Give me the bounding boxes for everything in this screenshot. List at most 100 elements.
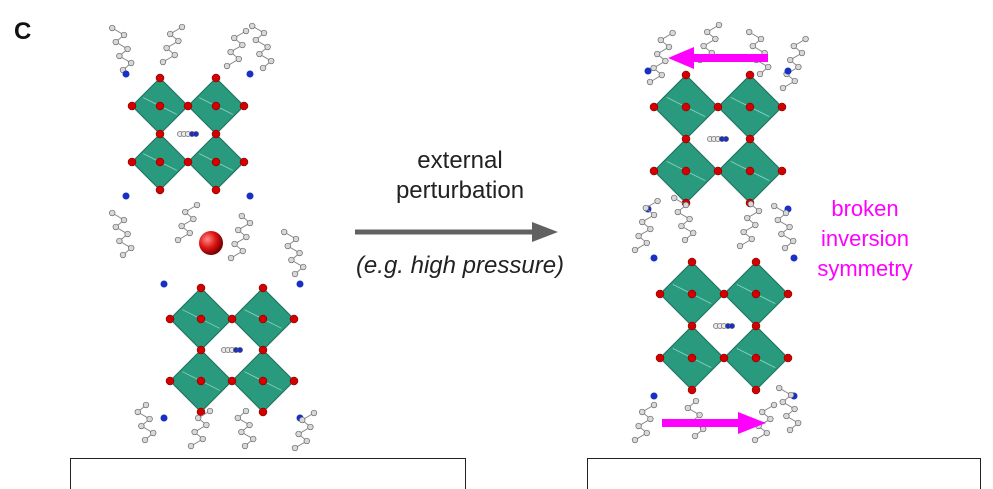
organic-chain [751,401,778,444]
organic-chain [646,29,676,86]
carbon-atom [223,62,231,70]
carbon-atom [142,401,150,409]
oxygen-atom [655,353,665,363]
organic-chain [187,407,214,450]
nitrogen-atom [650,254,658,262]
carbon-atom [684,404,691,412]
carbon-atom [771,202,778,210]
structure-figure [109,21,809,452]
carbon-atom [639,218,646,226]
oxygen-atom [681,134,691,144]
perovskite-layer-upper [644,67,792,213]
oxygen-atom [127,101,137,111]
oxygen-atom [227,314,237,324]
carbon-atom [654,50,661,58]
carbon-atom [178,23,186,31]
carbon-atom [249,22,256,30]
oxygen-atom [289,314,299,324]
carbon-atom [686,215,693,223]
carbon-atom [120,216,128,224]
carbon-atom [647,415,654,423]
carbon-atom [128,244,135,252]
carbon-atom [782,209,790,217]
oxygen-atom [751,289,761,299]
organic-chain [109,24,135,74]
carbon-atom [109,209,116,217]
carbon-atom [654,197,661,205]
carbon-atom [206,407,214,415]
carbon-atom [303,437,310,445]
nitrogen-atom [296,280,304,288]
oxygen-atom [751,321,761,331]
nitrogen-atom [122,192,130,200]
carbon-atom [234,414,241,422]
carbon-atom [159,58,167,66]
carbon-atom [112,38,119,46]
broken-symmetry-label: broken inversion symmetry [790,194,940,284]
carbon-atom [235,55,242,63]
organic-chain [174,201,201,244]
shift-arrow-top [668,47,768,69]
oxygen-atom [745,70,755,80]
nitrogen-atom [784,67,792,75]
carbon-atom [227,48,234,56]
carbon-atom [186,229,193,237]
oxygen-atom [719,289,729,299]
arrow-label-line-2: perturbation [395,177,525,204]
oxygen-atom [687,289,697,299]
carbon-atom [264,43,271,51]
carbon-atom [776,384,783,392]
oxygen-atom [681,70,691,80]
carbon-atom [631,436,639,444]
oxygen-atom [196,283,206,293]
carbon-atom [787,391,795,399]
organic-chain [249,22,275,72]
oxygen-atom [258,283,268,293]
cage-molecule-atom [729,323,735,329]
oxygen-atom [783,289,793,299]
carbon-atom [752,221,759,229]
carbon-atom [246,421,253,429]
carbon-atom [241,442,249,450]
carbon-atom [790,237,797,245]
nitrogen-atom [122,70,130,78]
carbon-atom [715,21,723,29]
perovskite-layer-upper [122,70,254,200]
carbon-atom [744,214,751,222]
carbon-atom [755,207,763,215]
carbon-atom [751,436,759,444]
oxygen-atom [687,257,697,267]
oxygen-atom [155,185,165,195]
carbon-atom [757,35,765,43]
carbon-atom [748,235,755,243]
oxygen-atom [239,157,249,167]
carbon-atom [171,51,178,59]
oxygen-atom [227,376,237,386]
oxygen-atom [127,157,137,167]
shift-arrow-bottom [662,412,766,434]
carbon-atom [779,84,787,92]
carbon-atom [256,50,263,58]
carbon-atom [227,254,235,262]
carbon-atom [631,246,639,254]
oxygen-atom [681,102,691,112]
carbon-atom [678,222,685,230]
carbon-atom [692,397,700,405]
carbon-atom [191,428,198,436]
carbon-atom [242,27,250,35]
organic-chain [291,409,318,452]
carbon-atom [299,416,306,424]
carbon-atom [791,405,798,413]
carbon-atom [736,242,744,250]
carbon-atom [260,29,268,37]
oxygen-atom [155,101,165,111]
organic-chain [159,23,186,66]
carbon-atom [749,42,756,50]
organic-chain [223,27,250,70]
carbon-atom [243,233,250,241]
carbon-atom [647,225,654,233]
carbon-atom [635,232,642,240]
carbon-atom [650,211,658,219]
carbon-atom [190,215,197,223]
reaction-arrow [355,222,558,242]
